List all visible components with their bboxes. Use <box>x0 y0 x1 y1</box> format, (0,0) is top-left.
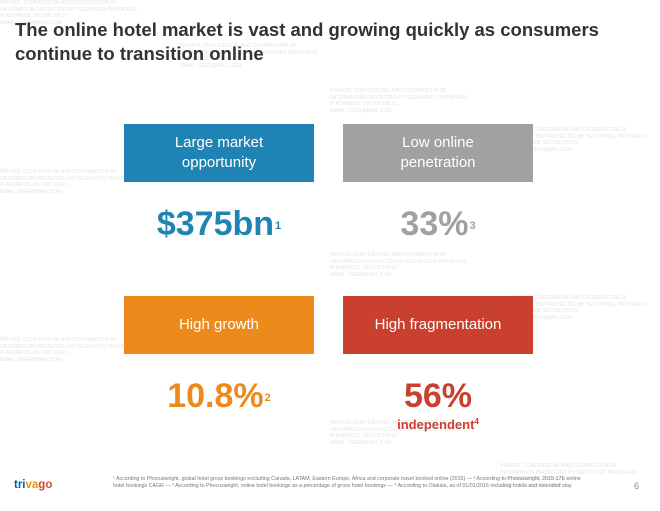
watermark: PRIVATE, CONFIDENTIAL AND DISTRIBUTION O… <box>330 88 468 114</box>
penetration-value: 33%3 <box>400 205 476 243</box>
fragmentation-value: 56% <box>403 377 473 415</box>
page-number: 6 <box>634 481 640 491</box>
large-market-label: Large market opportunity <box>174 134 264 171</box>
footnote-ref-2: 2 <box>264 392 271 404</box>
large-market-box: Large market opportunity <box>124 124 314 182</box>
footnote-ref-1: 1 <box>275 220 282 232</box>
footnote: ¹ According to Phocuswright, global hote… <box>113 476 581 489</box>
watermark: PRIVATE, CONFIDENTIAL AND DISTRIBUTION O… <box>0 337 138 363</box>
watermark: PRIVATE, CONFIDENTIAL AND DISTRIBUTION O… <box>0 169 138 195</box>
page-title: The online hotel market is vast and grow… <box>15 19 599 64</box>
footnote-ref-4: 4 <box>474 417 479 426</box>
high-growth-box: High growth <box>124 296 314 354</box>
trivago-logo: trivago <box>14 479 52 491</box>
independent-label: independent4 <box>397 417 479 432</box>
high-fragmentation-label: High fragmentation <box>374 316 502 333</box>
footnote-ref-3: 3 <box>469 220 476 232</box>
high-fragmentation-box: High fragmentation <box>343 296 533 354</box>
svg-text:trivago: trivago <box>14 479 52 491</box>
low-penetration-box: Low online penetration <box>343 124 533 182</box>
growth-value: 10.8%2 <box>167 377 271 415</box>
watermark: PRIVATE, CONFIDENTIAL AND DISTRIBUTION O… <box>330 252 468 278</box>
market-size-value: $375bn1 <box>156 205 282 243</box>
high-growth-label: High growth <box>178 316 260 333</box>
low-penetration-label: Low online penetration <box>400 134 476 171</box>
